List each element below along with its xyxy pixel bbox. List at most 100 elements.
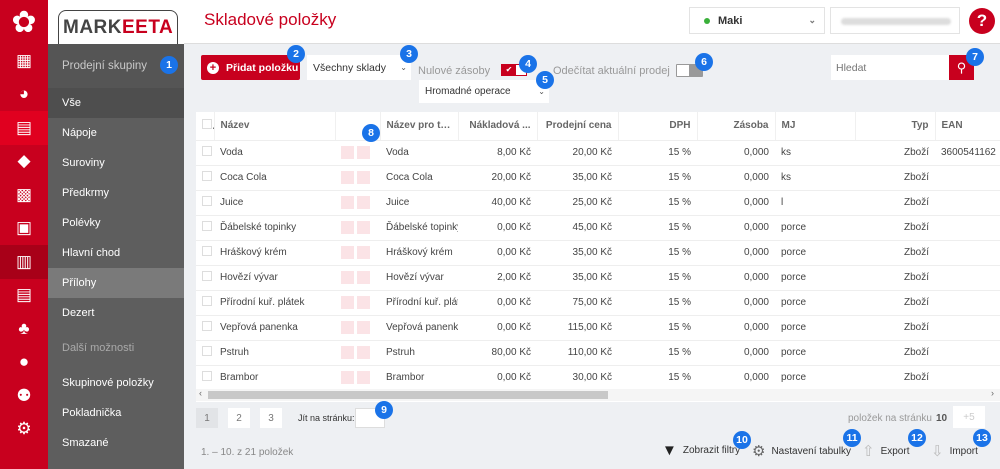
row-checkbox[interactable] xyxy=(196,265,214,291)
row-checkbox[interactable] xyxy=(196,340,214,366)
sidebar-item[interactable]: Dezert xyxy=(62,307,95,319)
table-cell: Zboží xyxy=(855,365,935,391)
edit-icon[interactable] xyxy=(341,321,354,334)
sidebar-item[interactable]: Pokladnička xyxy=(62,407,122,419)
import-button[interactable]: ⇩ Import xyxy=(931,443,978,460)
column-header[interactable]: Nákladová ... xyxy=(458,112,538,141)
column-header[interactable]: Zásoba xyxy=(697,112,776,141)
table-row[interactable]: Pstruh Pstruh 80,00 Kč 110,00 Kč 15 % 0,000 po… xyxy=(196,340,1000,366)
table-cell: 0,000 xyxy=(697,290,775,316)
row-checkbox[interactable] xyxy=(196,290,214,316)
table-row[interactable]: Hráškový krém Hráškový krém 0,00 Kč 35,00 K… xyxy=(196,240,1000,266)
table-row[interactable]: Vepřová panenka Vepřová panenka 0,00 Kč 115… xyxy=(196,315,1000,341)
table-cell: 20,00 Kč xyxy=(458,165,537,191)
table-cell: Zboží xyxy=(855,215,935,241)
edit-icon[interactable] xyxy=(341,346,354,359)
delete-icon[interactable] xyxy=(357,146,370,159)
table-row[interactable]: Hovězí vývar Hovězí vývar 2,00 Kč 35,00 Kč 1… xyxy=(196,265,1000,291)
row-checkbox[interactable] xyxy=(196,165,214,191)
sidebar-item[interactable]: Přílohy xyxy=(48,268,184,298)
show-filters-button[interactable]: ▼ Zobrazit filtry xyxy=(662,442,741,459)
per-page-more-button[interactable]: +5 xyxy=(953,406,985,428)
table-row[interactable]: Ďábelské topinky Ďábelské topinky 0,00 Kč 4… xyxy=(196,215,1000,241)
table-settings-button[interactable]: ⚙ Nastavení tabulky xyxy=(752,443,851,460)
table-cell: Zboží xyxy=(855,340,935,366)
delete-icon[interactable] xyxy=(357,321,370,334)
export-button[interactable]: ⇧ Export xyxy=(862,443,910,460)
table-row[interactable]: Juice Juice 40,00 Kč 25,00 Kč 15 % 0,000 l Zbož… xyxy=(196,190,1000,216)
table-row[interactable]: Brambor Brambor 0,00 Kč 30,00 Kč 15 % 0,000 po… xyxy=(196,365,1000,391)
edit-icon[interactable] xyxy=(341,221,354,234)
cube-icon[interactable]: ◆ xyxy=(17,151,31,171)
table-row[interactable]: Coca Cola Coca Cola 20,00 Kč 35,00 Kč 15 % 0,… xyxy=(196,165,1000,191)
dashboard-icon[interactable]: ▦ xyxy=(15,50,33,70)
store-select[interactable]: Maki ⌄ xyxy=(689,7,825,34)
page-button[interactable]: 2 xyxy=(228,408,250,428)
calculator-icon[interactable]: ▩ xyxy=(15,184,33,204)
edit-icon[interactable] xyxy=(341,296,354,309)
delete-icon[interactable] xyxy=(357,246,370,259)
users-icon[interactable]: ⚉ xyxy=(16,385,32,405)
per-page-value[interactable]: 10 xyxy=(936,413,948,424)
sidebar-item[interactable]: Polévky xyxy=(62,217,101,229)
warehouse-select[interactable]: Všechny sklady ⌄ xyxy=(307,55,411,80)
delete-icon[interactable] xyxy=(357,346,370,359)
annotation-badge: 9 xyxy=(375,401,393,419)
table-cell: porce xyxy=(775,365,855,391)
clipboard-icon[interactable]: ▥ xyxy=(0,245,48,279)
sidebar-item[interactable]: Vše xyxy=(48,88,184,118)
row-checkbox[interactable] xyxy=(196,190,214,216)
row-checkbox[interactable] xyxy=(196,140,214,166)
bulk-operations-select[interactable]: Hromadné operace ⌄ xyxy=(419,80,549,103)
column-header[interactable]: Typ xyxy=(855,112,936,141)
sidebar-item[interactable]: Suroviny xyxy=(62,157,105,169)
table-row[interactable]: Přírodní kuř. plátek Přírodní kuř. pláte 0… xyxy=(196,290,1000,316)
table-row[interactable]: Voda Voda 8,00 Kč 20,00 Kč 15 % 0,000 ks Zboží 3… xyxy=(196,140,1000,166)
column-header[interactable]: DPH xyxy=(618,112,698,141)
delete-icon[interactable] xyxy=(357,371,370,384)
gear-icon[interactable]: ⚙ xyxy=(16,419,32,439)
row-checkbox[interactable] xyxy=(196,315,214,341)
help-button[interactable]: ? xyxy=(969,8,995,34)
select-all-checkbox[interactable] xyxy=(196,112,215,141)
sidebar-item[interactable]: Předkrmy xyxy=(62,187,110,199)
search-input[interactable] xyxy=(831,55,949,80)
edit-icon[interactable] xyxy=(341,246,354,259)
edit-icon[interactable] xyxy=(341,271,354,284)
edit-icon[interactable] xyxy=(341,196,354,209)
column-header[interactable]: MJ xyxy=(775,112,856,141)
cash-icon[interactable]: ▣ xyxy=(15,218,33,238)
delete-icon[interactable] xyxy=(357,271,370,284)
edit-icon[interactable] xyxy=(341,171,354,184)
register-icon[interactable]: ▤ xyxy=(15,285,33,305)
page-button[interactable]: 1 xyxy=(196,408,218,428)
inbox-icon[interactable]: ▤ xyxy=(0,111,48,145)
horizontal-scrollbar[interactable]: ‹ › xyxy=(196,388,1000,401)
delete-icon[interactable] xyxy=(357,171,370,184)
sidebar-item[interactable]: Skupinové položky xyxy=(62,377,154,389)
column-header[interactable]: Název pro tisk xyxy=(380,112,459,141)
delete-icon[interactable] xyxy=(357,296,370,309)
edit-icon[interactable] xyxy=(341,371,354,384)
delete-icon[interactable] xyxy=(357,221,370,234)
chart-pie-icon[interactable]: ◕ xyxy=(18,84,30,104)
row-checkbox[interactable] xyxy=(196,240,214,266)
sidebar-item[interactable]: Smazané xyxy=(62,437,109,449)
cubes-icon[interactable]: ♣ xyxy=(18,318,30,338)
user-icon[interactable]: ● xyxy=(18,352,30,372)
edit-icon[interactable] xyxy=(341,146,354,159)
sidebar-item[interactable]: Nápoje xyxy=(62,127,97,139)
user-account[interactable] xyxy=(830,7,960,34)
table-cell: 0,000 xyxy=(697,240,775,266)
column-header[interactable]: Prodejní cena xyxy=(537,112,619,141)
delete-icon[interactable] xyxy=(357,196,370,209)
row-checkbox[interactable] xyxy=(196,365,214,391)
table-cell: 0,000 xyxy=(697,215,775,241)
column-header[interactable]: EAN xyxy=(935,112,1000,141)
column-header[interactable]: Název xyxy=(214,112,336,141)
row-checkbox[interactable] xyxy=(196,215,214,241)
page-button[interactable]: 3 xyxy=(260,408,282,428)
upload-icon: ⇧ xyxy=(862,443,875,460)
sidebar-item[interactable]: Hlavní chod xyxy=(62,247,121,259)
add-item-button[interactable]: + Přidat položku xyxy=(201,55,300,80)
